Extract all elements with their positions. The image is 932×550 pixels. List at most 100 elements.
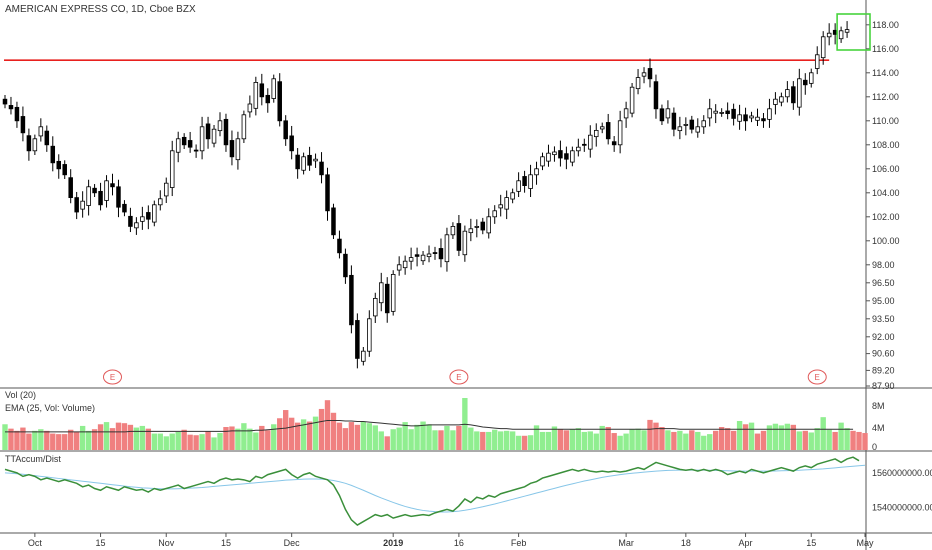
volume-bar-down <box>229 426 235 450</box>
earnings-e-icon: E <box>103 369 122 385</box>
candle-body-up <box>163 182 169 197</box>
candle <box>408 247 414 270</box>
volume-bar-down <box>354 424 361 450</box>
volume-bar-up <box>468 427 474 450</box>
candle-body-down <box>558 150 563 159</box>
candle-body-up <box>623 108 629 119</box>
candle-body-up <box>199 126 205 152</box>
candle <box>570 146 575 167</box>
price-tick-label: 89.20 <box>872 365 895 375</box>
candle <box>62 160 67 179</box>
volume-bar-up <box>396 427 402 450</box>
candle <box>713 104 718 124</box>
candle <box>259 73 265 106</box>
candle <box>169 140 175 197</box>
candle-body-up <box>814 54 820 69</box>
candle <box>175 131 181 163</box>
volume-bar-up <box>623 433 629 450</box>
volume-bar-up <box>820 417 826 450</box>
candle-body-down <box>68 177 73 198</box>
candle-body-up <box>486 216 492 234</box>
volume-bar-up <box>366 423 372 450</box>
candle <box>844 21 850 38</box>
volume-bar-up <box>581 431 587 450</box>
earnings-marker-label: E <box>815 373 820 382</box>
candle-body-down <box>20 116 26 134</box>
candle <box>26 128 32 161</box>
volume-tick-label: 8M <box>872 401 885 411</box>
candle <box>420 251 426 265</box>
volume-bar-down <box>62 434 68 450</box>
volume-bar-up <box>551 426 558 450</box>
candle-body-down <box>98 190 103 206</box>
candle-body-down <box>2 98 8 105</box>
candle <box>2 95 8 109</box>
candle <box>229 130 235 166</box>
candle <box>247 95 253 118</box>
volume-bar-up <box>300 419 307 450</box>
candle <box>265 88 271 113</box>
candlestick-series <box>2 21 850 369</box>
candle <box>462 225 468 262</box>
candle <box>665 100 671 124</box>
candle <box>319 152 324 184</box>
candle <box>797 68 802 116</box>
volume-bar-up <box>79 425 86 450</box>
candle <box>367 310 372 357</box>
candle-body-up <box>169 150 175 188</box>
candle-body-up <box>546 152 551 162</box>
volume-pane-label: Vol (20) <box>5 390 36 400</box>
volume-bar-up <box>695 431 701 450</box>
volume-bar-up <box>814 428 820 450</box>
price-tick-label: 95.00 <box>872 296 895 306</box>
volume-bar-up <box>808 432 814 450</box>
candle-body-down <box>295 154 300 170</box>
volume-bar-up <box>271 424 277 450</box>
candle <box>826 23 832 46</box>
candle <box>32 134 38 155</box>
candle-body-down <box>743 114 748 122</box>
candle <box>617 110 623 154</box>
volume-bar-down <box>563 430 570 450</box>
volume-bar-down <box>324 400 331 450</box>
candle-body-down <box>689 119 695 130</box>
candle-body-down <box>229 140 235 158</box>
candle <box>725 102 730 120</box>
candle-body-down <box>761 118 766 122</box>
candle-body-down <box>791 86 796 104</box>
candle-body-down <box>56 160 62 170</box>
candle <box>599 122 605 134</box>
candle-body-up <box>635 77 641 90</box>
candle-body-up <box>462 230 468 256</box>
candle <box>193 144 199 158</box>
candle <box>181 133 187 149</box>
candle <box>414 247 420 267</box>
volume-bar-up <box>133 427 140 450</box>
candle-body-up <box>510 192 515 200</box>
candle <box>534 161 539 185</box>
candle <box>474 219 480 238</box>
volume-bar-up <box>599 425 605 450</box>
volume-bar-down <box>294 422 301 450</box>
volume-bar-down <box>330 412 337 450</box>
volume-bar-down <box>306 421 313 450</box>
volume-bar-up <box>617 435 623 450</box>
candle <box>50 136 56 172</box>
ttaccum-axis: 1560000000.00 1540000000.00 <box>872 468 932 513</box>
date-axis: Oct 15 Nov 15 Dec 2019 16 Feb Mar 18 Apr 15 May <box>28 533 874 548</box>
candle <box>289 125 294 160</box>
volume-bar-down <box>605 427 611 450</box>
volume-bar-down <box>97 424 104 450</box>
chart-title: AMERICAN EXPRESS CO, 1D, Cboe BZX <box>5 4 196 15</box>
candle-body-up <box>665 108 671 119</box>
date-tick-label: Mar <box>618 538 634 548</box>
candle-body-down <box>611 141 617 146</box>
candle <box>605 113 611 145</box>
candle-body-down <box>187 140 193 148</box>
candle-body-down <box>522 176 527 186</box>
earnings-e-icon: E <box>449 369 469 385</box>
candle-body-up <box>373 297 378 317</box>
candle <box>241 110 247 143</box>
date-tick-label: 16 <box>454 538 464 548</box>
